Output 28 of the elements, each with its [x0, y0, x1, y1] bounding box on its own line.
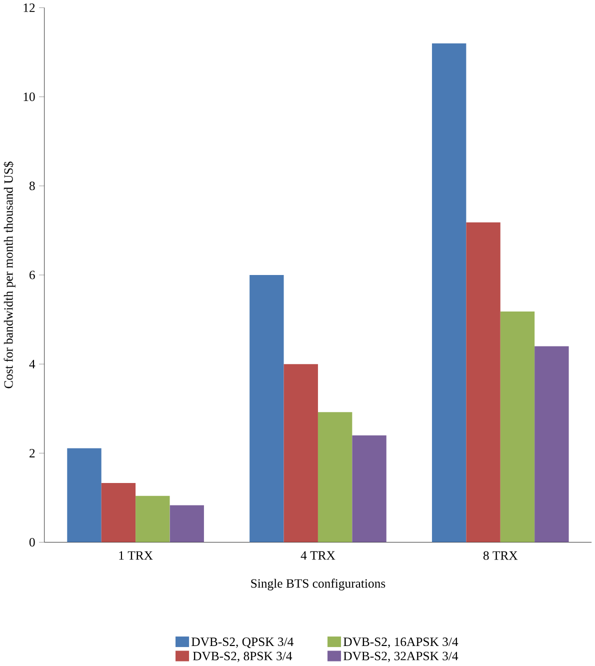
x-tick-label: 4 TRX [300, 551, 336, 560]
bar [466, 222, 500, 542]
bar [136, 496, 170, 542]
bar [352, 435, 386, 542]
y-tick-label: 8 [29, 182, 35, 190]
legend-label: DVB-S2, 8PSK 3/4 [192, 652, 292, 662]
x-axis-title: Single BTS configurations [251, 578, 386, 590]
y-axis-title: Cost for bandwidth per month thousand US$ [3, 162, 16, 388]
bar [101, 483, 136, 542]
y-tick-label: 10 [24, 92, 35, 102]
bar [318, 412, 352, 542]
bar [67, 448, 102, 542]
legend-label: DVB-S2, QPSK 3/4 [191, 638, 294, 648]
y-tick-label: 4 [29, 360, 36, 368]
x-tick-label: 8 TRX [483, 551, 518, 560]
legend-label: DVB-S2, 32APSK 3/4 [343, 652, 458, 662]
y-tick-label: 2 [30, 448, 35, 458]
bar [250, 274, 284, 542]
legend-label: DVB-S2, 16APSK 3/4 [343, 638, 458, 648]
bar [534, 346, 569, 542]
y-tick-label: 0 [29, 538, 35, 547]
x-tick-label: 1 TRX [119, 551, 153, 560]
bar [170, 505, 204, 542]
y-tick-label: 6 [29, 270, 35, 280]
bar [432, 43, 466, 542]
bar [500, 312, 535, 542]
bar [284, 364, 318, 542]
y-tick-label: 12 [24, 4, 35, 12]
